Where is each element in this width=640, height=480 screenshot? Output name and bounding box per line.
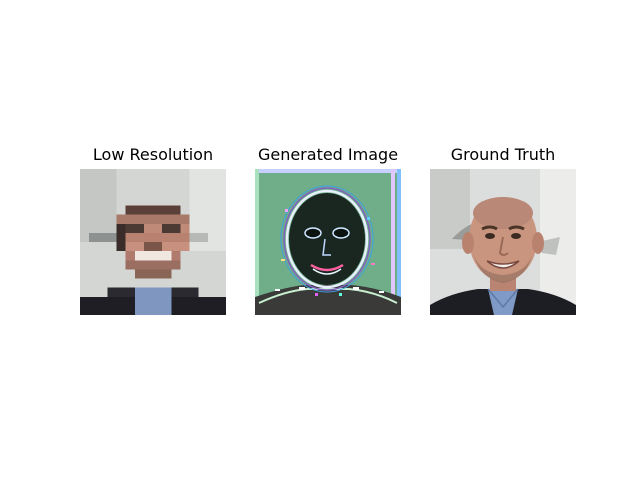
generated-image: [255, 169, 401, 315]
panel-title-low-resolution: Low Resolution: [92, 145, 214, 164]
ground-truth-image: [430, 169, 576, 315]
panel-title-generated-image: Generated Image: [257, 145, 399, 164]
low-resolution-image: [80, 169, 226, 315]
panel-title-ground-truth: Ground Truth: [450, 145, 556, 164]
noisy-generated-face-icon: [255, 169, 401, 315]
pixelated-face-photo-icon: [80, 169, 226, 315]
smiling-bald-man-photo-icon: [430, 169, 576, 315]
